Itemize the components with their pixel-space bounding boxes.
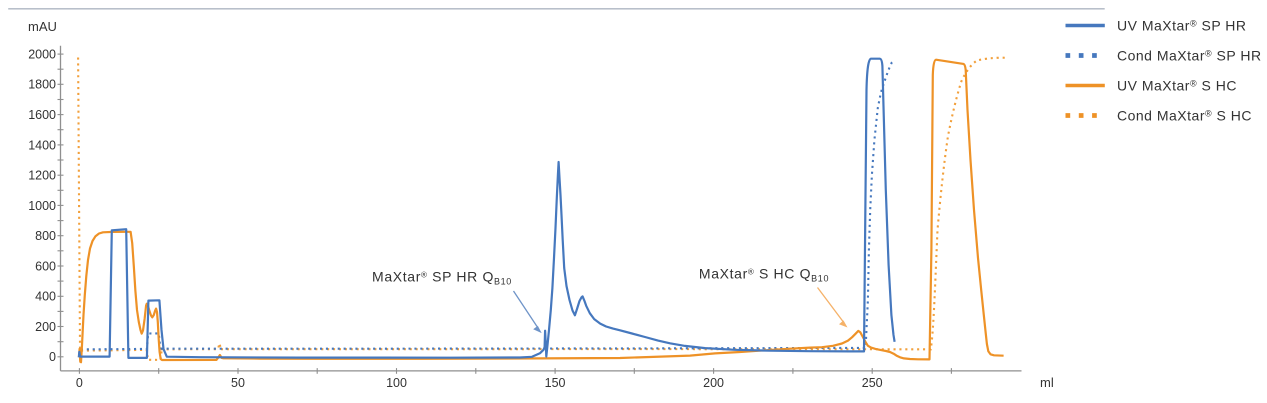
- svg-text:2000: 2000: [28, 48, 56, 62]
- svg-text:MaXtar® S HC QB10: MaXtar® S HC QB10: [699, 266, 829, 284]
- svg-text:200: 200: [703, 376, 724, 390]
- svg-text:mAU: mAU: [28, 19, 57, 34]
- svg-text:50: 50: [231, 376, 245, 390]
- svg-text:UV MaXtar® SP HR: UV MaXtar® SP HR: [1117, 18, 1247, 34]
- svg-text:Cond MaXtar® SP HR: Cond MaXtar® SP HR: [1117, 48, 1262, 64]
- svg-text:0: 0: [49, 350, 56, 364]
- svg-text:1000: 1000: [28, 199, 56, 213]
- svg-text:UV MaXtar® S HC: UV MaXtar® S HC: [1117, 78, 1237, 94]
- svg-text:800: 800: [35, 229, 56, 243]
- svg-text:1800: 1800: [28, 78, 56, 92]
- svg-text:100: 100: [386, 376, 407, 390]
- svg-text:600: 600: [35, 259, 56, 273]
- svg-text:MaXtar® SP HR QB10: MaXtar® SP HR QB10: [372, 269, 512, 287]
- svg-text:0: 0: [76, 376, 83, 390]
- svg-text:400: 400: [35, 290, 56, 304]
- svg-text:1400: 1400: [28, 138, 56, 152]
- svg-text:ml: ml: [1040, 375, 1054, 390]
- svg-text:150: 150: [545, 376, 566, 390]
- svg-text:Cond MaXtar® S HC: Cond MaXtar® S HC: [1117, 108, 1252, 124]
- svg-text:1600: 1600: [28, 108, 56, 122]
- svg-text:250: 250: [862, 376, 883, 390]
- svg-text:1200: 1200: [28, 169, 56, 183]
- svg-text:200: 200: [35, 320, 56, 334]
